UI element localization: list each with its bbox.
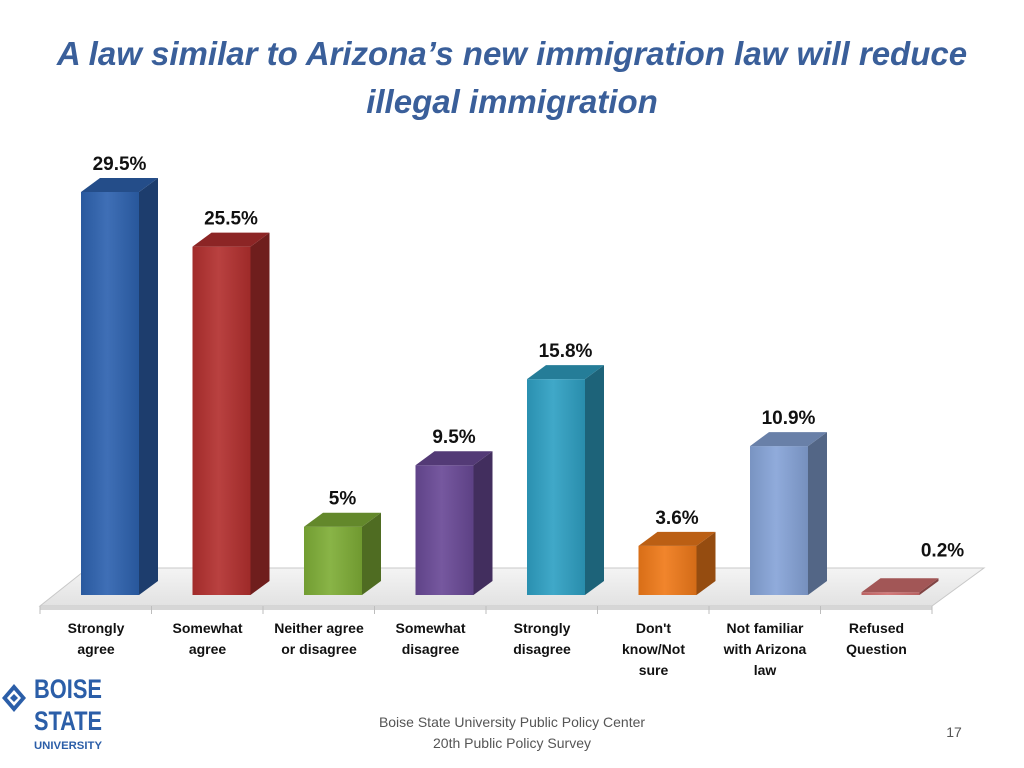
- category-label-line: sure: [638, 662, 669, 678]
- bar-top: [638, 531, 716, 546]
- footer-line-1: Boise State University Public Policy Cen…: [378, 714, 646, 730]
- category-label-line: Don't: [635, 620, 672, 636]
- bar-side: [696, 531, 716, 595]
- category-label: Somewhat agree: [152, 618, 264, 660]
- bar-front: [861, 592, 920, 595]
- chart-floor: [38, 567, 986, 607]
- category-label-line: disagree: [401, 641, 460, 657]
- category-label-line: or disagree: [281, 641, 357, 657]
- category-label-line: Refused: [848, 620, 905, 636]
- bar: [638, 531, 716, 595]
- bar-front: [415, 465, 474, 595]
- bar: [192, 232, 270, 595]
- bar-front: [750, 446, 808, 595]
- category-label-line: Strongly: [67, 620, 125, 636]
- category-label-line: law: [753, 662, 777, 678]
- data-label: 15.8%: [539, 341, 593, 362]
- bar-top: [527, 365, 604, 380]
- chart-title: A law similar to Arizona’s new immigrati…: [56, 35, 968, 120]
- category-label-line: disagree: [513, 641, 571, 657]
- bar-top: [750, 432, 827, 447]
- bar-top: [861, 578, 939, 593]
- logo-line-1: BOISE: [34, 674, 102, 704]
- category-label-line: Not familiar: [726, 620, 804, 636]
- bar-side: [919, 578, 939, 595]
- page-number: 17: [946, 724, 962, 740]
- category-label: Don't know/Not sure: [598, 618, 710, 681]
- category-label-line: Somewhat: [395, 620, 466, 636]
- bar-front: [527, 379, 585, 595]
- category-label: Neither agree or disagree: [263, 618, 375, 660]
- bar-front: [192, 246, 251, 595]
- bar-top: [304, 512, 381, 527]
- footer: Boise State University Public Policy Cen…: [332, 712, 692, 754]
- bar-side: [808, 432, 827, 595]
- category-label-line: Strongly: [513, 620, 571, 636]
- bar: [527, 365, 604, 595]
- category-label: Refused Question: [821, 618, 933, 660]
- bar-front: [81, 192, 139, 595]
- bar: [304, 512, 381, 595]
- bar: [750, 432, 827, 595]
- boise-state-logo: BOISE STATE UNIVERSITY: [2, 674, 103, 752]
- bar: [861, 578, 939, 595]
- footer-line-2: 20th Public Policy Survey: [433, 735, 591, 751]
- logo-line-2: STATE: [34, 706, 102, 736]
- category-label-line: agree: [188, 641, 227, 657]
- category-label: Strongly disagree: [486, 618, 598, 660]
- data-label: 10.9%: [762, 408, 816, 429]
- data-label: 5%: [329, 489, 357, 510]
- logo-diamond-icon: [2, 684, 26, 712]
- category-label: Strongly agree: [40, 618, 152, 660]
- bar-front: [304, 526, 362, 595]
- data-label: 29.5%: [93, 154, 147, 175]
- bar-side: [585, 365, 604, 595]
- bar-side: [473, 451, 493, 595]
- category-label-line: agree: [77, 641, 115, 657]
- data-label: 9.5%: [432, 427, 475, 448]
- bar-front: [638, 545, 697, 595]
- category-label-line: Somewhat: [172, 620, 243, 636]
- category-label: Somewhat disagree: [375, 618, 487, 660]
- bar: [81, 178, 158, 595]
- data-label: 3.6%: [655, 508, 698, 529]
- bar: [415, 451, 493, 595]
- bar-top: [415, 451, 493, 466]
- bar-top: [192, 232, 270, 247]
- category-label: Not familiar with Arizona law: [709, 618, 821, 681]
- bar-side: [250, 232, 270, 595]
- category-label-line: Neither agree: [274, 620, 364, 636]
- category-label-line: Question: [846, 641, 907, 657]
- data-label: 25.5%: [204, 209, 258, 230]
- logo-line-3: UNIVERSITY: [34, 740, 103, 752]
- bar-side: [362, 512, 381, 595]
- category-label-line: know/Not: [622, 641, 685, 657]
- category-label-line: with Arizona: [723, 641, 807, 657]
- data-label: 0.2%: [921, 540, 964, 561]
- bar-top: [81, 178, 158, 192]
- bar-side: [139, 178, 158, 595]
